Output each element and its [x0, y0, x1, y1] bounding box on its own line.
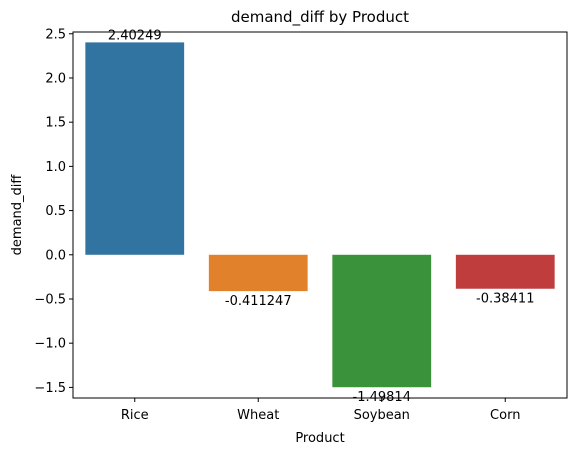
- bar-corn: [455, 254, 555, 289]
- plot-frame: [72, 31, 568, 399]
- y-tick-label: 1.0: [45, 160, 66, 175]
- y-tick-label: 2.5: [45, 27, 66, 42]
- chart-title: demand_diff by Product: [231, 8, 409, 27]
- y-tick-label: 2.0: [45, 71, 66, 86]
- bar-wheat: [208, 254, 308, 292]
- y-tick-label: −0.5: [34, 292, 66, 307]
- y-tick-label: −1.5: [34, 381, 66, 396]
- y-tick-label: 0.0: [45, 248, 66, 263]
- y-tick-label: 0.5: [45, 204, 66, 219]
- data-label-wheat: -0.411247: [225, 294, 292, 309]
- y-axis-label: demand_diff: [10, 174, 25, 256]
- bar-rice: [85, 42, 185, 255]
- plot-area: −1.5 −1.0 −0.5 0.0 0.5 1.0 1.5 2.0 2.5 2.40249 Ric…: [34, 27, 555, 423]
- bar-soybean: [332, 254, 432, 388]
- x-tick-label-wheat: Wheat: [237, 408, 279, 423]
- data-label-rice: 2.40249: [108, 28, 162, 43]
- x-axis-label: Product: [295, 431, 344, 446]
- x-tick-label-corn: Corn: [490, 408, 520, 423]
- y-tick-label: 1.5: [45, 116, 66, 131]
- x-tick-label-rice: Rice: [121, 408, 149, 423]
- x-tick-label-soybean: Soybean: [354, 408, 410, 423]
- y-tick-label: −1.0: [34, 337, 66, 352]
- data-label-corn: -0.38411: [476, 292, 534, 307]
